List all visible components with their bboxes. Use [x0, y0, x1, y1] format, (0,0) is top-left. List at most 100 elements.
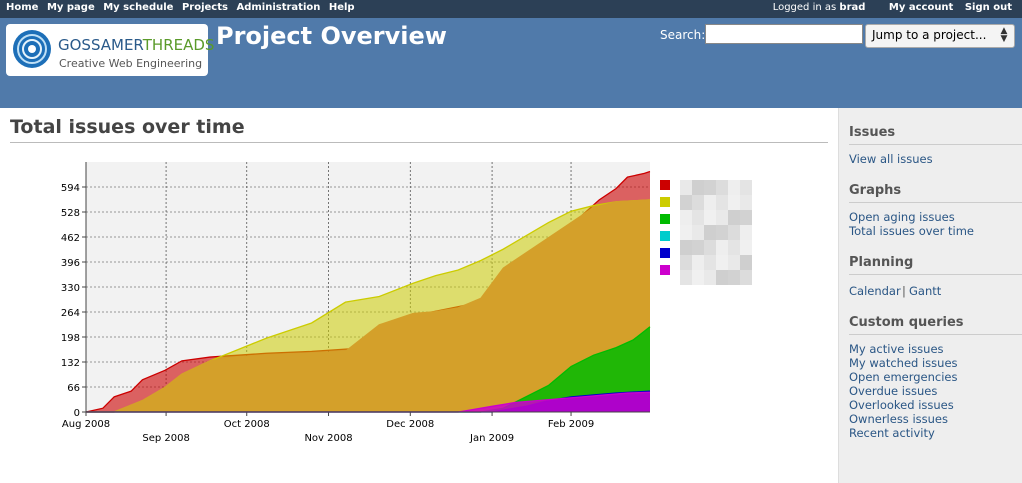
redaction-pixel [740, 180, 752, 195]
x-tick-label: Dec 2008 [386, 419, 434, 430]
redaction-pixel [728, 270, 740, 285]
legend-labels-redacted [680, 180, 760, 285]
redaction-pixel [692, 240, 704, 255]
legend-swatch-yellow [660, 197, 670, 207]
redaction-pixel [728, 210, 740, 225]
redaction-pixel [728, 240, 740, 255]
redaction-pixel [680, 195, 692, 210]
ownerless-issues-link[interactable]: Ownerless issues [849, 412, 948, 426]
sidebar-divider [849, 202, 1022, 203]
calendar-link[interactable]: Calendar [849, 284, 901, 298]
legend-swatch-magenta [660, 265, 670, 275]
gantt-link[interactable]: Gantt [909, 284, 942, 298]
logo-wordmark: GOSSAMERTHREADS [58, 36, 214, 54]
redaction-pixel [692, 225, 704, 240]
sign-out-link[interactable]: Sign out [964, 2, 1012, 13]
x-tick-label: Oct 2008 [224, 419, 270, 430]
total-issues-over-time-link[interactable]: Total issues over time [849, 224, 974, 238]
sidebar-divider [849, 274, 1022, 275]
redaction-pixel [692, 180, 704, 195]
recent-activity-link[interactable]: Recent activity [849, 426, 935, 440]
redaction-pixel [704, 210, 716, 225]
logo-swirl-icon [13, 30, 51, 68]
redaction-pixel [716, 210, 728, 225]
open-emergencies-link[interactable]: Open emergencies [849, 370, 958, 384]
header: GOSSAMERTHREADS Creative Web Engineering… [0, 18, 1022, 108]
redaction-pixel [680, 225, 692, 240]
menu-my-schedule[interactable]: My schedule [103, 2, 174, 13]
legend-swatch-red [660, 180, 670, 190]
redaction-pixel [728, 225, 740, 240]
menu-administration[interactable]: Administration [236, 2, 321, 13]
legend-swatch-blue [660, 248, 670, 258]
menu-projects[interactable]: Projects [181, 2, 228, 13]
legend-swatch-cyan [660, 231, 670, 241]
y-tick-label: 528 [61, 208, 80, 219]
sidebar-heading-issues: Issues [849, 125, 896, 140]
x-tick-label: Jan 2009 [469, 433, 514, 444]
jump-to-project-select[interactable]: Jump to a project... ▲ ▼ [865, 24, 1015, 48]
menu-help[interactable]: Help [328, 2, 355, 13]
redaction-pixel [704, 225, 716, 240]
redaction-pixel [740, 195, 752, 210]
redaction-pixel [704, 270, 716, 285]
redaction-pixel [740, 255, 752, 270]
area-magenta [86, 392, 650, 412]
redaction-pixel [704, 255, 716, 270]
redaction-pixel [740, 225, 752, 240]
top-menu-left: Home My page My schedule Projects Admini… [6, 2, 360, 13]
redaction-pixel [728, 180, 740, 195]
redaction-pixel [716, 225, 728, 240]
title-divider [10, 142, 828, 143]
redaction-pixel [692, 255, 704, 270]
select-arrows-icon: ▲ ▼ [1000, 26, 1008, 44]
redaction-pixel [692, 210, 704, 225]
my-watched-issues-link[interactable]: My watched issues [849, 356, 958, 370]
logged-in-user[interactable]: brad [839, 2, 866, 13]
redaction-pixel [728, 195, 740, 210]
search-input[interactable] [705, 24, 863, 44]
issues-chart: 0 66 132 198 264 330 396 462 528 594 Aug 2008 Sep 2… [61, 162, 651, 444]
overdue-issues-link[interactable]: Overdue issues [849, 384, 938, 398]
y-tick-label: 462 [61, 233, 80, 244]
view-all-issues-link[interactable]: View all issues [849, 152, 933, 166]
logo-tagline: Creative Web Engineering [59, 57, 203, 70]
calendar-gantt-separator: | [902, 284, 906, 298]
redaction-pixel [680, 210, 692, 225]
sidebar-heading-graphs: Graphs [849, 183, 902, 198]
redaction-pixel [680, 255, 692, 270]
sidebar-heading-custom-queries: Custom queries [849, 315, 964, 330]
open-aging-issues-link[interactable]: Open aging issues [849, 210, 955, 224]
redaction-pixel [716, 180, 728, 195]
overlooked-issues-link[interactable]: Overlooked issues [849, 398, 954, 412]
redaction-pixel [692, 195, 704, 210]
y-tick-label: 0 [74, 408, 80, 419]
redaction-pixel [704, 195, 716, 210]
logo[interactable]: GOSSAMERTHREADS Creative Web Engineering [6, 24, 214, 76]
menu-my-page[interactable]: My page [46, 2, 95, 13]
redaction-pixel [740, 270, 752, 285]
redaction-pixel [680, 180, 692, 195]
redaction-pixel [716, 240, 728, 255]
logo-wordmark-b: THREADS [142, 36, 215, 54]
redaction-pixel [716, 255, 728, 270]
logged-in-as: Logged in as brad [773, 2, 866, 13]
y-tick-label: 330 [61, 283, 80, 294]
x-tick-label: Sep 2008 [142, 433, 189, 444]
menu-home[interactable]: Home [6, 2, 39, 13]
logo-wordmark-a: GOSSAMER [58, 36, 143, 54]
redaction-pixel [704, 240, 716, 255]
y-tick-label: 66 [67, 383, 80, 394]
redaction-pixel [692, 270, 704, 285]
page-title: Total issues over time [10, 116, 245, 138]
legend-swatch-green [660, 214, 670, 224]
main-content: Total issues over time 0 66 132 198 264 330 39… [0, 108, 838, 483]
my-active-issues-link[interactable]: My active issues [849, 342, 944, 356]
sidebar: Issues View all issues Graphs Open aging… [838, 108, 1022, 483]
y-tick-label: 198 [61, 333, 80, 344]
my-account-link[interactable]: My account [888, 2, 954, 13]
redaction-pixel [680, 270, 692, 285]
redaction-pixel [728, 255, 740, 270]
x-tick-label: Nov 2008 [304, 433, 352, 444]
line-orange_fill [86, 199, 651, 413]
